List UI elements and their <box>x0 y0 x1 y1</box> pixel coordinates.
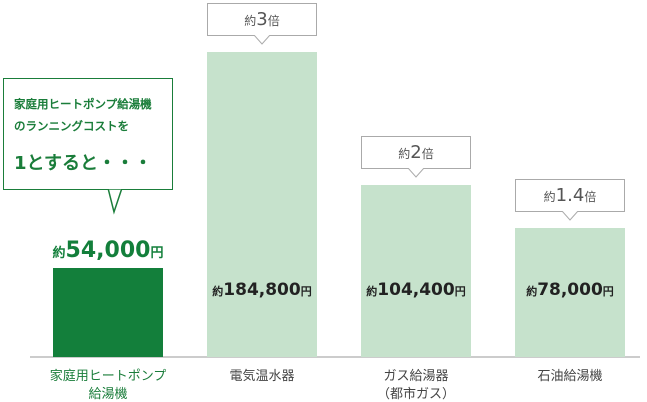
callout: 家庭用ヒートポンプ給湯機 のランニングコストを 1とすると・・・ <box>3 78 173 190</box>
value-label: 約184,800円 <box>212 280 312 300</box>
value-label: 約104,400円 <box>366 280 466 300</box>
ratio-label: 約2倍 <box>361 135 471 169</box>
ratio-pointer <box>408 167 425 178</box>
x-tick-label: 石油給湯機 <box>537 369 603 384</box>
ratio-label: 約1.4倍 <box>515 179 625 213</box>
callout-pointer <box>107 187 124 215</box>
x-tick-label: ガス給湯器 （都市ガス） <box>376 369 455 402</box>
ratio-pointer-shape <box>562 211 579 222</box>
ratio-pointer-shape <box>408 167 425 178</box>
ratio-label: 約3倍 <box>207 3 317 36</box>
bar <box>207 52 317 357</box>
callout-emphasis: 1とすると・・・ <box>14 153 152 174</box>
bar <box>361 184 471 357</box>
value-label: 約54,000円 <box>52 237 164 263</box>
bar <box>53 267 163 357</box>
bar <box>515 228 625 357</box>
ratio-pointer-shape <box>254 35 271 45</box>
callout-text: 家庭用ヒートポンプ給湯機 のランニングコストを <box>14 97 152 133</box>
x-tick-label: 家庭用ヒートポンプ 給湯機 <box>49 369 167 402</box>
x-tick-label: 電気温水器 <box>229 369 295 384</box>
ratio-pointer <box>562 211 579 222</box>
value-label: 約78,000円 <box>526 280 614 300</box>
ratio-pointer <box>254 35 271 45</box>
